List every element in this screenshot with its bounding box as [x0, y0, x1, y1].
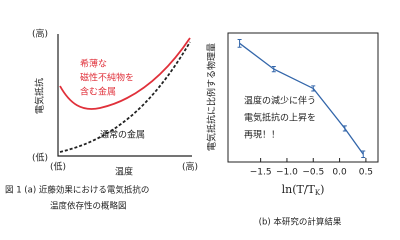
- plot-frame: [227, 32, 379, 163]
- error-bar: [361, 150, 366, 158]
- red-label: 磁性不純物を: [80, 72, 134, 84]
- caption: 図 1 (a) 近藤効果における電気抵抗の: [5, 185, 149, 196]
- caption: (b) 本研究の計算結果: [259, 217, 342, 228]
- x-tick-label: −0.5: [302, 168, 324, 178]
- axes: [57, 34, 192, 157]
- red-curve: [59, 37, 191, 110]
- x-label: ln(T/TK): [282, 183, 325, 197]
- y-low: (低): [32, 152, 48, 164]
- error-bar: [237, 38, 242, 48]
- x-label: 温度: [115, 166, 133, 178]
- x-tick-label: −1.5: [250, 168, 272, 178]
- x-tick-label: −1.0: [276, 168, 298, 178]
- panel-a: (高) (低) 電気抵抗 (低) (高) 温度 希薄な 磁性不純物を 含む金属 …: [5, 28, 198, 212]
- panel-b: 電気抵抗に比例する物理量 ln(T/TK) 温度の減少に伴う 電気抵抗の上昇を …: [206, 32, 379, 228]
- error-bar: [271, 66, 276, 73]
- y-high: (高): [32, 28, 48, 40]
- x-tick-label: 0.5: [359, 168, 373, 178]
- annotation: 温度の減少に伴う: [244, 95, 316, 107]
- x-low: (低): [50, 161, 66, 173]
- x-high: (高): [182, 161, 198, 173]
- error-bar: [342, 125, 347, 132]
- caption: 温度依存性の概略図: [50, 201, 127, 212]
- black-curve: [59, 41, 191, 153]
- annotation: 電気抵抗の上昇を: [244, 112, 316, 124]
- red-label: 希薄な: [80, 58, 107, 70]
- error-bar: [311, 85, 316, 92]
- y-label: 電気抵抗に比例する物理量: [206, 43, 218, 151]
- annotation: 再現！！: [244, 130, 280, 141]
- y-label: 電気抵抗: [34, 78, 46, 114]
- x-tick-label: 0.0: [332, 168, 347, 178]
- red-label: 含む金属: [80, 86, 116, 98]
- black-label: 通常の金属: [100, 129, 145, 141]
